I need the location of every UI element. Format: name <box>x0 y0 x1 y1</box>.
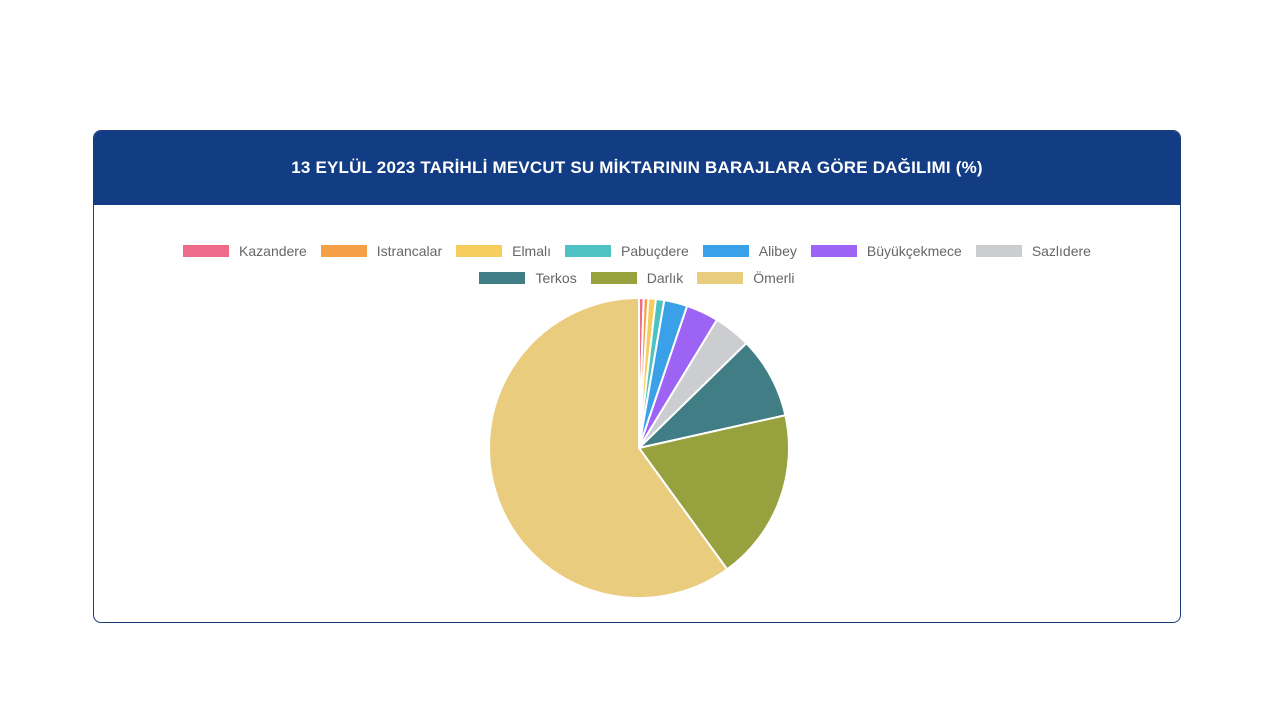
legend-item-darlik[interactable]: Darlık <box>590 269 684 286</box>
legend-row-2: Terkos Darlık Ömerli <box>472 264 801 291</box>
legend-swatch <box>697 271 744 284</box>
legend-swatch <box>565 244 612 257</box>
legend-label: Darlık <box>646 269 684 286</box>
pie-slice-terkos[interactable] <box>635 341 787 450</box>
chart-title: 13 EYLÜL 2023 TARİHLİ MEVCUT SU MİKTARIN… <box>291 158 983 177</box>
pie-slice-darl-k[interactable] <box>637 414 790 571</box>
legend-label: Ömerli <box>753 269 795 286</box>
legend-item-pabucdere[interactable]: Pabuçdere <box>565 243 689 259</box>
card-header: 13 EYLÜL 2023 TARİHLİ MEVCUT SU MİKTARIN… <box>94 131 1180 205</box>
legend-label: Alibey <box>758 242 797 259</box>
legend-swatch <box>479 271 526 284</box>
legend-swatch <box>975 244 1022 257</box>
legend-label: Büyükçekmece <box>866 242 962 259</box>
legend-label: Kazandere <box>239 242 307 259</box>
pie-slice--merli[interactable] <box>488 296 729 599</box>
legend-item-omerli[interactable]: Ömerli <box>697 269 795 286</box>
legend-swatch <box>590 271 637 284</box>
legend-item-kazandere[interactable]: Kazandere <box>183 243 307 259</box>
legend-label: Pabuçdere <box>621 242 689 259</box>
legend-label: Istrancalar <box>376 242 443 259</box>
legend-item-elmali[interactable]: Elmalı <box>456 243 551 259</box>
legend-item-sazlidere[interactable]: Sazlıdere <box>975 242 1091 259</box>
legend-label: Elmalı <box>512 242 552 259</box>
legend-swatch <box>320 244 367 257</box>
legend-swatch <box>702 244 749 257</box>
legend-item-buyukcekmece[interactable]: Büyükçekmece <box>810 242 962 259</box>
chart-card: 13 EYLÜL 2023 TARİHLİ MEVCUT SU MİKTARIN… <box>93 130 1181 623</box>
legend-swatch <box>456 244 503 257</box>
legend-item-terkos[interactable]: Terkos <box>479 269 577 286</box>
legend-item-istrancalar[interactable]: Istrancalar <box>320 242 443 259</box>
legend-label: Terkos <box>535 269 577 286</box>
legend-row-1: Kazandere Istrancalar Elmalı Pabuçdere A… <box>176 237 1098 264</box>
pie-chart <box>488 296 790 599</box>
legend-swatch <box>810 244 857 257</box>
legend-swatch <box>183 244 230 257</box>
legend-item-alibey[interactable]: Alibey <box>702 242 797 259</box>
legend-label: Sazlıdere <box>1031 242 1091 259</box>
chart-legend: Kazandere Istrancalar Elmalı Pabuçdere A… <box>94 237 1180 291</box>
